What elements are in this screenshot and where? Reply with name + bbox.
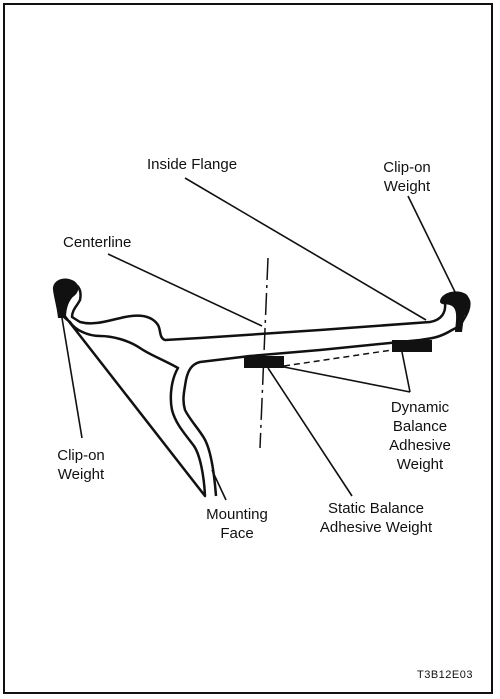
- clip-on-weight-left-shape: [52, 278, 79, 318]
- mounting-line1: Mounting: [206, 506, 268, 523]
- figure-id: T3B12E03: [417, 669, 473, 681]
- leader-clip-on-top: [407, 195, 457, 295]
- dynamic-balance-weight-shape: [392, 340, 432, 352]
- static-line1: Static Balance: [328, 500, 424, 517]
- clip-on-left-line1: Clip-on: [57, 447, 105, 464]
- inside-flange-label: Inside Flange: [147, 156, 238, 173]
- leader-static-balance: [267, 367, 353, 497]
- clip-on-weight-right-shape: [440, 291, 470, 332]
- static-balance-label: Static Balance Adhesive Weight: [305, 499, 447, 537]
- weight-dashed-line: [283, 349, 393, 367]
- dynamic-line1: Dynamic: [390, 399, 450, 416]
- dynamic-line3: Adhesive: [389, 437, 451, 454]
- clip-on-weight-top-label: Clip-on Weight: [374, 158, 440, 196]
- static-balance-weight-shape: [244, 356, 284, 368]
- centerline-axis: [259, 257, 269, 449]
- clip-on-left-line2: Weight: [57, 466, 105, 483]
- dynamic-balance-label: Dynamic Balance Adhesive Weight: [380, 398, 460, 474]
- leader-dynamic-a: [283, 366, 411, 393]
- leader-inside-flange: [184, 177, 427, 321]
- mounting-line2: Face: [220, 525, 254, 542]
- static-line2: Adhesive Weight: [319, 519, 433, 536]
- clip-on-top-line1: Clip-on: [383, 159, 431, 176]
- diagram-frame: [3, 3, 493, 694]
- dynamic-line2: Balance: [392, 418, 448, 435]
- clip-on-top-line2: Weight: [383, 178, 431, 195]
- leader-mounting-face: [211, 469, 227, 501]
- leader-centerline: [107, 253, 263, 327]
- leader-dynamic-b: [401, 351, 411, 393]
- clip-on-weight-left-label: Clip-on Weight: [48, 446, 114, 484]
- centerline-label: Centerline: [63, 234, 132, 251]
- dynamic-line4: Weight: [396, 456, 444, 473]
- mounting-face-label: Mounting Face: [202, 505, 272, 543]
- leader-clip-on-left: [61, 317, 83, 439]
